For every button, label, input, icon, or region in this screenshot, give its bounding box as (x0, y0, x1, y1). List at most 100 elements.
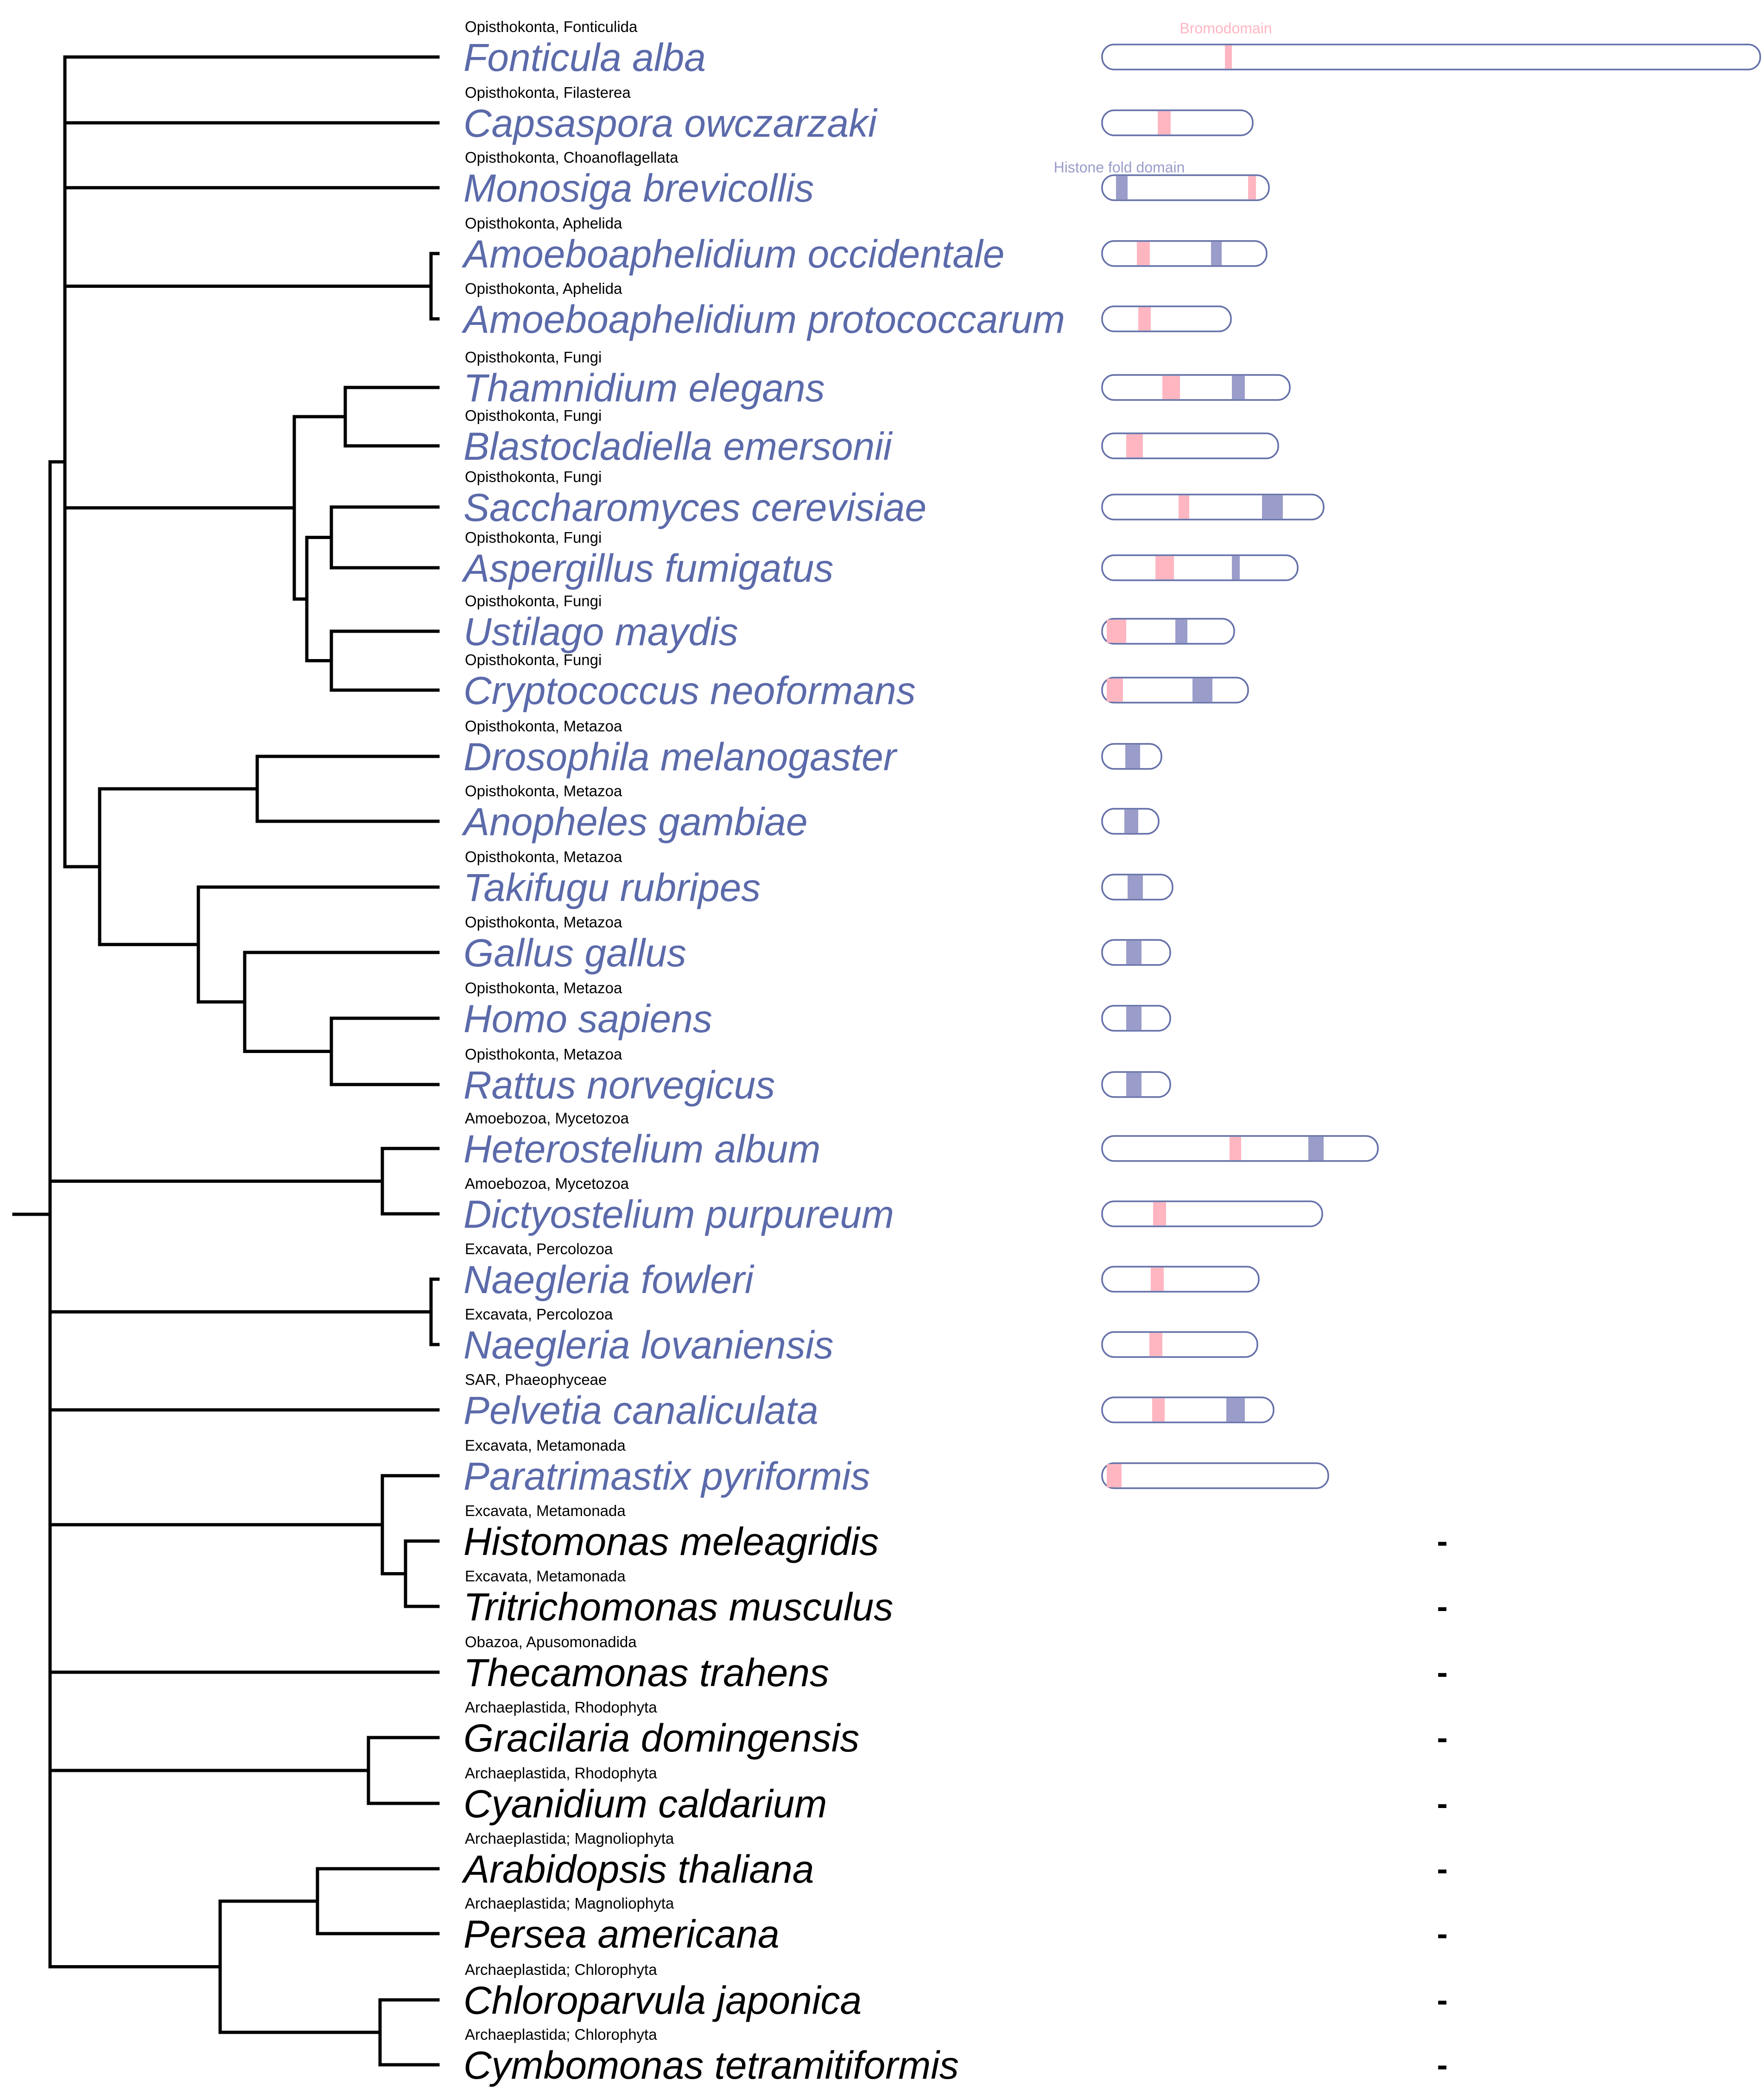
protein-outline (1101, 494, 1325, 520)
protein-pelvetia-canaliculata (1101, 1396, 1275, 1423)
taxon-group-label: Opisthokonta, Aphelida (465, 215, 622, 232)
taxon-group-label: Obazoa, Apusomonadida (465, 1633, 637, 1650)
taxon-group-label: SAR, Phaeophyceae (465, 1371, 607, 1388)
species-name: Gallus gallus (463, 931, 686, 975)
clade-0-7-0 (316, 1867, 440, 1935)
no-protein-marker: - (1437, 1982, 1447, 2018)
species-name: Rattus norvegicus (463, 1063, 775, 1107)
no-protein-marker: - (1437, 1588, 1447, 1624)
histone-fold-block (1116, 176, 1128, 199)
taxon-arabidopsis-thaliana: Archaeplastida; MagnoliophytaArabidopsis… (461, 1830, 814, 1891)
protein-outline (1101, 109, 1254, 136)
species-name: Arabidopsis thaliana (461, 1847, 814, 1891)
taxon-group-label: Opisthokonta, Metazoa (465, 1046, 622, 1063)
taxon-group-label: Excavata, Metamonada (465, 1502, 626, 1519)
species-name: Amoeboaphelidium protococcarum (461, 298, 1065, 341)
protein-drosophila-melanogaster (1101, 743, 1162, 770)
taxon-group-label: Archaeplastida; Magnoliophyta (465, 1895, 674, 1912)
histone-fold-block (1125, 745, 1140, 768)
histone-fold-block (1126, 1007, 1142, 1030)
histone-fold-block (1128, 876, 1143, 899)
taxon-group-label: Opisthokonta, Fungi (465, 529, 602, 546)
species-name: Thamnidium elegans (463, 366, 825, 410)
species-name: Cyanidium caldarium (463, 1782, 827, 1826)
clade-0-0-4-1-1 (330, 629, 440, 692)
protein-outline (1101, 240, 1268, 267)
protein-thamnidium-elegans (1101, 374, 1291, 401)
taxon-chloroparvula-japonica: Archaeplastida; ChlorophytaChloroparvula… (463, 1961, 862, 2022)
protein-rattus-norvegicus (1101, 1071, 1171, 1098)
bromodomain-block (1107, 679, 1123, 702)
protein-outline (1101, 618, 1235, 645)
species-name: Paratrimastix pyriformis (463, 1454, 870, 1498)
bromodomain-block (1225, 45, 1232, 69)
protein-anopheles-gambiae (1101, 808, 1160, 835)
clade-0-7 (218, 1899, 382, 2034)
species-name: Aspergillus fumigatus (461, 546, 833, 590)
bromodomain-block (1138, 307, 1151, 330)
histone-fold-block (1124, 810, 1138, 833)
histone-fold-block (1308, 1137, 1324, 1160)
species-name: Tritrichomonas musculus (463, 1585, 893, 1629)
no-protein-marker: - (1437, 1851, 1447, 1887)
protein-monosiga-brevicollis (1101, 174, 1270, 201)
species-name: Cryptococcus neoformans (463, 669, 916, 712)
taxon-group-label: Archaeplastida; Magnoliophyta (465, 1830, 674, 1847)
species-name: Naegleria fowleri (463, 1258, 755, 1301)
bromodomain-block (1155, 556, 1174, 579)
clade-0-0 (63, 55, 440, 869)
clade-0-1 (381, 1147, 440, 1216)
histone-fold-block (1126, 1073, 1142, 1096)
taxon-group-label: Opisthokonta, Metazoa (465, 979, 622, 996)
protein-fonticula-alba (1101, 44, 1761, 70)
taxon-group-label: Excavata, Metamonada (465, 1437, 626, 1454)
clade-0-4 (381, 1474, 440, 1575)
taxon-group-label: Opisthokonta, Aphelida (465, 280, 622, 297)
taxon-group-label: Opisthokonta, Metazoa (465, 914, 622, 931)
species-name: Saccharomyces cerevisiae (463, 486, 926, 529)
clade-0-0-5-1-1 (243, 951, 440, 1053)
protein-outline (1101, 174, 1270, 201)
taxon-group-label: Archaeplastida; Chlorophyta (465, 1961, 657, 1978)
no-protein-marker: - (1437, 1654, 1447, 1690)
no-protein-marker: - (1437, 1785, 1447, 1821)
protein-outline (1101, 44, 1761, 70)
protein-homo-sapiens (1101, 1005, 1171, 1032)
species-name: Naegleria lovaniensis (463, 1323, 833, 1367)
protein-ustilago-maydis (1101, 618, 1235, 645)
bromodomain-block (1137, 242, 1150, 265)
protein-paratrimastix-pyriformis (1101, 1462, 1329, 1489)
protein-amoeboaphelidium-protococcarum (1101, 305, 1232, 332)
taxon-group-label: Opisthokonta, Choanoflagellata (465, 149, 679, 166)
protein-aspergillus-fumigatus (1101, 554, 1299, 581)
protein-outline (1101, 554, 1299, 581)
species-name: Persea americana (463, 1912, 780, 1956)
no-protein-marker: - (1437, 1916, 1447, 1952)
taxon-group-label: Excavata, Percolozoa (465, 1240, 613, 1257)
clade-0-0-5 (98, 787, 259, 946)
protein-saccharomyces-cerevisiae (1101, 494, 1325, 520)
taxon-group-label: Opisthokonta, Fonticulida (465, 18, 638, 35)
protein-capsaspora-owczarzaki (1101, 109, 1254, 136)
species-name: Takifugu rubripes (463, 866, 761, 909)
protein-outline (1101, 432, 1279, 459)
species-name: Drosophila melanogaster (463, 735, 898, 779)
bromodomain-block (1126, 434, 1143, 457)
bromodomain-block (1158, 111, 1171, 134)
protein-cryptococcus-neoformans (1101, 677, 1249, 704)
clade-0-4-1 (404, 1539, 440, 1608)
